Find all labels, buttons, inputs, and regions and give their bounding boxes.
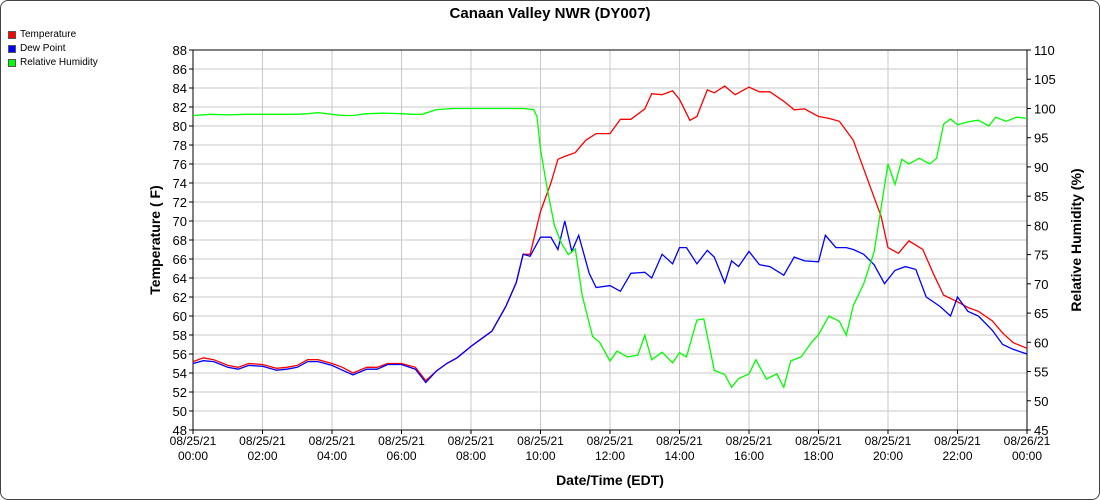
- y-tick-label: 70: [173, 214, 187, 229]
- y-tick-label: 82: [173, 100, 187, 115]
- x-tick-time: 06:00: [386, 449, 416, 463]
- y2-tick-label: 50: [1034, 394, 1048, 409]
- x-tick-time: 14:00: [664, 449, 694, 463]
- y-tick-label: 74: [173, 176, 187, 191]
- x-tick-time: 02:00: [247, 449, 277, 463]
- x-tick-time: 04:00: [317, 449, 347, 463]
- y-tick-label: 84: [173, 81, 187, 96]
- x-tick-time: 00:00: [178, 449, 208, 463]
- x-tick-date: 08/25/21: [170, 434, 217, 448]
- x-tick-time: 08:00: [456, 449, 486, 463]
- x-tick-date: 08/25/21: [517, 434, 564, 448]
- y-tick-label: 58: [173, 328, 187, 343]
- chart-title: Canaan Valley NWR (DY007): [449, 5, 651, 22]
- y2-tick-label: 90: [1034, 160, 1048, 175]
- x-tick-date: 08/25/21: [726, 434, 773, 448]
- y2-tick-label: 65: [1034, 306, 1048, 321]
- y2-axis-title: Relative Humidity (%): [1068, 168, 1084, 311]
- y-tick-label: 72: [173, 195, 187, 210]
- x-tick-date: 08/25/21: [656, 434, 703, 448]
- x-axis-title: Date/Time (EDT): [556, 472, 664, 488]
- legend-swatch-icon: [8, 44, 16, 53]
- y2-tick-label: 85: [1034, 189, 1048, 204]
- x-tick-time: 12:00: [595, 449, 625, 463]
- y-tick-label: 76: [173, 157, 187, 172]
- x-tick-date: 08/25/21: [865, 434, 912, 448]
- series-line-relative-humidity: [192, 107, 1028, 390]
- x-tick-time: 16:00: [734, 449, 764, 463]
- x-tick-date: 08/25/21: [934, 434, 981, 448]
- y2-tick-label: 110: [1034, 43, 1055, 58]
- y-tick-label: 66: [173, 252, 187, 267]
- y2-tick-label: 100: [1034, 101, 1056, 116]
- y2-tick-label: 95: [1034, 131, 1048, 146]
- x-tick-time: 20:00: [873, 449, 903, 463]
- y-tick-label: 56: [173, 347, 187, 362]
- legend-swatch-icon: [8, 30, 16, 39]
- x-tick-date: 08/25/21: [239, 434, 286, 448]
- y-tick-label: 52: [173, 385, 187, 400]
- y2-tick-label: 105: [1034, 72, 1056, 87]
- x-tick-time: 00:00: [1012, 449, 1042, 463]
- legend-swatch-icon: [8, 58, 16, 67]
- y-tick-label: 62: [173, 290, 187, 305]
- y-tick-label: 60: [173, 309, 187, 324]
- y2-tick-label: 60: [1034, 335, 1048, 350]
- legend-label: Relative Humidity: [20, 57, 98, 68]
- y-axis-title: Temperature ( F): [147, 185, 163, 294]
- legend-item-dew-point: Dew Point: [8, 43, 66, 54]
- y-tick-label: 64: [173, 271, 187, 286]
- y-tick-label: 78: [173, 138, 187, 153]
- y2-tick-label: 80: [1034, 218, 1048, 233]
- legend-item-temperature: Temperature: [8, 29, 76, 40]
- legend-item-relative-humidity: Relative Humidity: [8, 57, 98, 68]
- y2-tick-label: 70: [1034, 277, 1048, 292]
- y2-tick-label: 55: [1034, 365, 1048, 380]
- x-tick-time: 10:00: [525, 449, 555, 463]
- y-tick-label: 54: [173, 366, 187, 381]
- y2-tick-label: 45: [1034, 423, 1048, 438]
- legend-label: Dew Point: [20, 43, 66, 54]
- x-tick-date: 08/25/21: [587, 434, 634, 448]
- y-tick-label: 48: [173, 423, 187, 438]
- y-tick-label: 86: [173, 62, 187, 77]
- x-tick-date: 08/25/21: [309, 434, 356, 448]
- x-tick-date: 08/25/21: [795, 434, 842, 448]
- legend-label: Temperature: [20, 29, 77, 40]
- x-tick-date: 08/26/21: [1004, 434, 1051, 448]
- y-tick-label: 68: [173, 233, 187, 248]
- x-tick-time: 22:00: [942, 449, 972, 463]
- y-tick-label: 50: [173, 404, 187, 419]
- plot-border: [192, 49, 1028, 431]
- series-line-temperature: [192, 85, 1028, 382]
- y-tick-label: 80: [173, 119, 187, 134]
- y2-tick-label: 75: [1034, 248, 1048, 263]
- x-tick-date: 08/25/21: [448, 434, 495, 448]
- series-line-dew-point: [192, 220, 1028, 384]
- x-tick-time: 18:00: [803, 449, 833, 463]
- y-tick-label: 88: [173, 43, 187, 58]
- x-tick-date: 08/25/21: [378, 434, 425, 448]
